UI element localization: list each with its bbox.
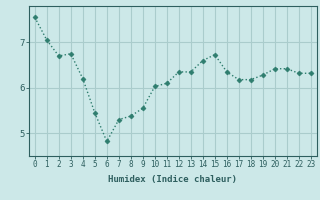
X-axis label: Humidex (Indice chaleur): Humidex (Indice chaleur) xyxy=(108,175,237,184)
